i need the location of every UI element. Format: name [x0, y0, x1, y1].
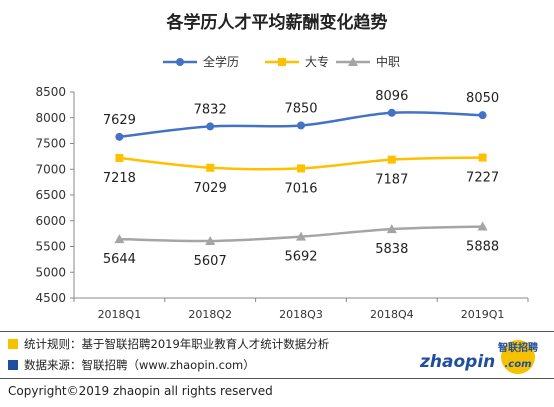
x-tick-label-3: 2018Q4 — [370, 308, 414, 321]
y-tick-label-2: 5500 — [35, 240, 66, 254]
x-tick-label-1: 2018Q2 — [188, 308, 232, 321]
series-1-label-0: 7218 — [103, 171, 136, 186]
footer-source: 数据来源：智联招聘（www.zhaopin.com） — [0, 357, 554, 373]
series-2-point-4 — [477, 221, 488, 231]
series-1-point-3 — [387, 155, 396, 164]
series-1-label-1: 7029 — [194, 181, 227, 196]
x-tick-label-4: 2019Q1 — [461, 308, 505, 321]
series-1-point-2 — [297, 164, 305, 173]
y-tick-label-6: 7500 — [35, 137, 66, 151]
zhaopin-logo: zhaopin 智联招聘 .com — [418, 337, 546, 375]
series-1-point-1 — [206, 163, 215, 172]
series-0-label-0: 7629 — [103, 113, 136, 128]
series-0-label-3: 8096 — [375, 89, 408, 104]
series-1-label-3: 7187 — [375, 173, 408, 188]
legend-label-2: 中职 — [376, 54, 400, 69]
series-2-label-2: 5692 — [284, 250, 317, 265]
series-2-point-0 — [114, 234, 125, 244]
footer-rule: 统计规则：基于智联招聘2019年职业教育人才统计数据分析 — [0, 336, 554, 352]
footer-divider-top — [0, 331, 554, 332]
legend-marker-0 — [176, 58, 184, 66]
legend: 全学历 大专 中职 — [163, 54, 400, 69]
series-0-point-4 — [478, 111, 487, 120]
legend-marker-2 — [348, 57, 358, 66]
series-2-label-0: 5644 — [103, 252, 136, 267]
y-tick-label-4: 6500 — [35, 188, 66, 202]
y-tick-label-1: 5000 — [35, 265, 66, 279]
x-tick-label-2: 2018Q3 — [279, 308, 323, 321]
y-tick-label-0: 4500 — [35, 291, 66, 305]
legend-label-0: 全学历 — [203, 54, 239, 69]
source-marker — [8, 360, 18, 370]
series-0-label-1: 7832 — [194, 102, 227, 117]
series-0-label-4: 8050 — [466, 91, 499, 106]
series-1-point-4 — [478, 153, 487, 162]
y-tick-label-8: 8500 — [35, 85, 66, 99]
series-0-point-2 — [297, 121, 305, 130]
series-0-label-2: 7850 — [284, 101, 317, 116]
series-0-point-1 — [206, 122, 215, 131]
chart-title: 各学历人才平均薪酬变化趋势 — [166, 12, 388, 33]
legend-marker-1 — [278, 58, 286, 66]
series-1-label-2: 7016 — [284, 181, 317, 196]
footer-divider-bottom — [0, 378, 554, 379]
logo-en: zhaopin — [419, 352, 495, 372]
y-tick-label-7: 8000 — [35, 111, 66, 125]
rule-marker — [8, 339, 18, 349]
y-tick-label-5: 7000 — [35, 162, 66, 176]
series-2-label-1: 5607 — [194, 254, 227, 269]
series-layer: 7629 7832 7850 8096 8050 7218 7029 7016 7187 7227… — [103, 89, 499, 269]
source-text: 数据来源：智联招聘（www.zhaopin.com） — [24, 358, 255, 372]
chart: 各学历人才平均薪酬变化趋势 全学历 大专 中职 4500 5000 5500 6000 65… — [35, 12, 529, 321]
series-2-point-2 — [296, 231, 306, 241]
series-0-point-0 — [115, 132, 124, 141]
rule-text: 统计规则：基于智联招聘2019年职业教育人才统计数据分析 — [24, 337, 330, 351]
axes: 4500 5000 5500 6000 6500 7000 7500 8000 8500 2018… — [35, 85, 529, 321]
x-tick-label-0: 2018Q1 — [98, 308, 142, 321]
copyright: Copyright©2019 zhaopin all rights reserv… — [8, 384, 273, 398]
y-tick-label-3: 6000 — [35, 214, 66, 228]
series-2-label-4: 5888 — [466, 240, 499, 255]
logo-cn: 智联招聘 — [498, 341, 538, 354]
series-0-point-3 — [387, 108, 396, 117]
logo-badge — [501, 340, 535, 374]
series-1-point-0 — [115, 154, 124, 163]
legend-label-1: 大专 — [305, 54, 329, 69]
series-1-label-4: 7227 — [466, 171, 499, 186]
series-2-point-1 — [205, 235, 216, 245]
logo-dotcom: .com — [504, 359, 531, 370]
series-2-label-3: 5838 — [375, 242, 408, 257]
series-2-point-3 — [386, 224, 397, 234]
